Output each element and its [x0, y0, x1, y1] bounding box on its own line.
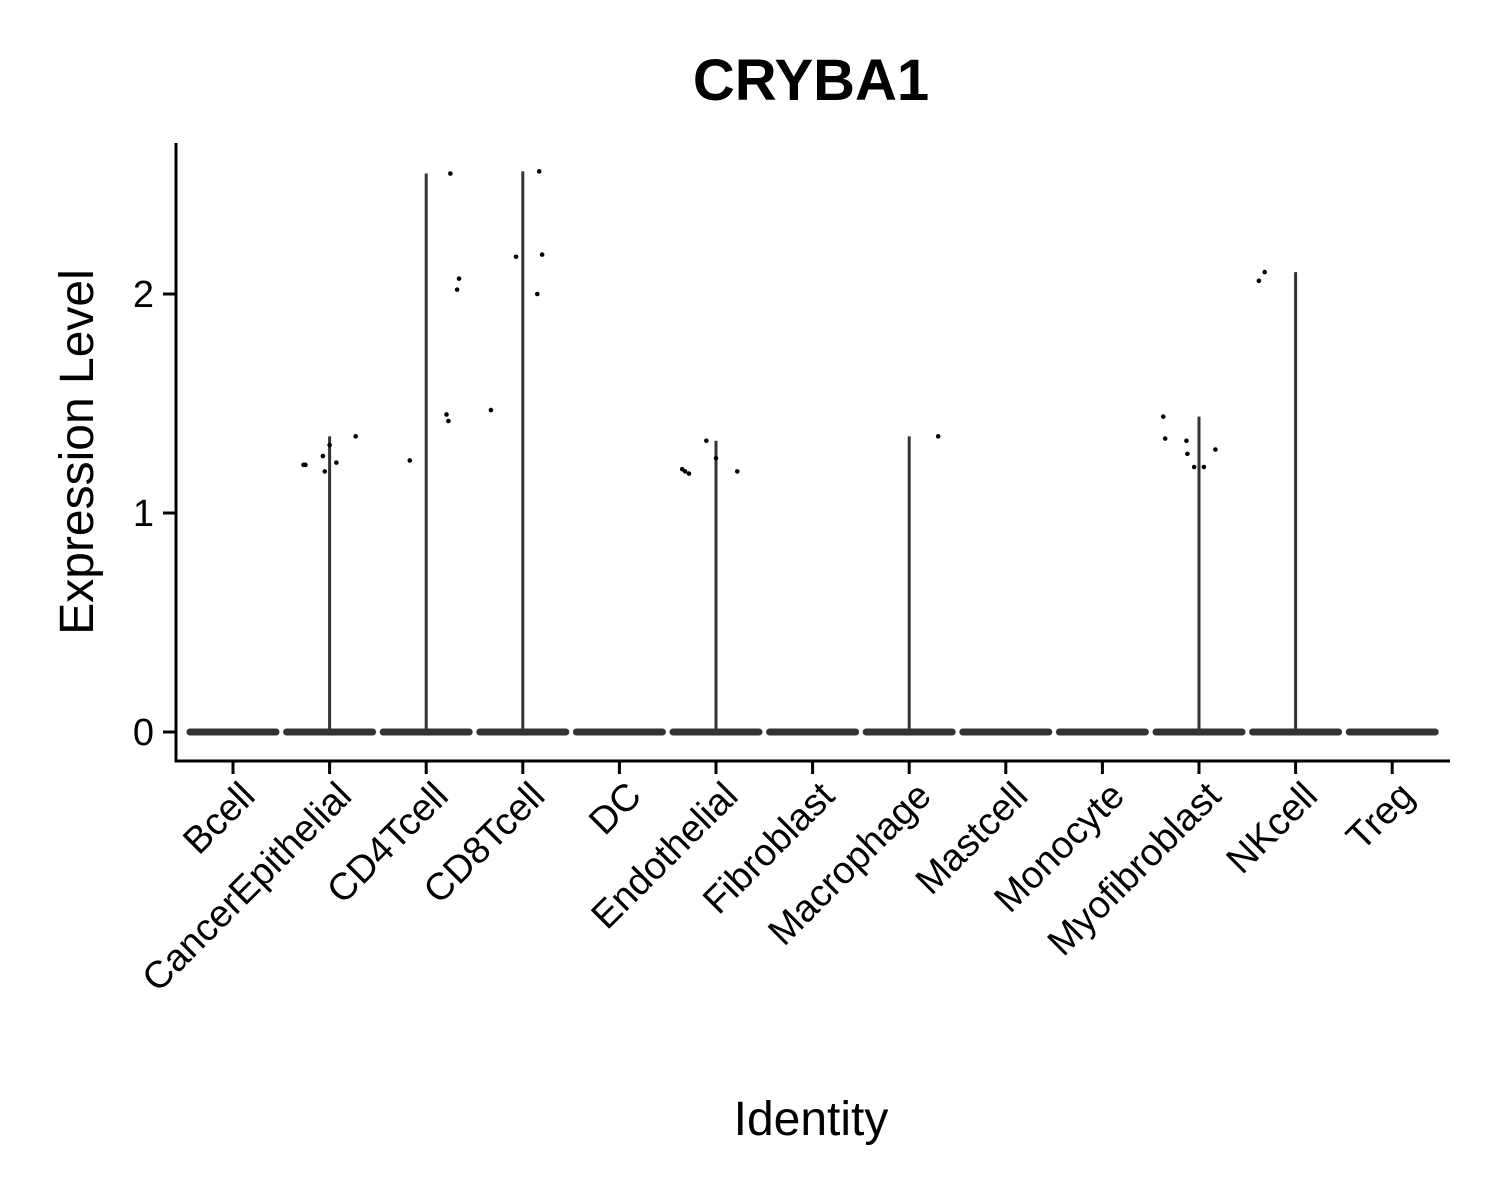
point-nkcell-1 — [1256, 278, 1262, 284]
x-tick-label-myofibroblast: Myofibroblast — [1040, 774, 1230, 964]
point-myofibroblast-6 — [1201, 464, 1207, 470]
violin-nkcell — [1249, 272, 1343, 736]
point-cd8tcell-2 — [513, 254, 519, 260]
y-tick-label-2: 2 — [133, 274, 154, 316]
y-tick-label-1: 1 — [133, 493, 154, 535]
point-cd4tcell-2 — [444, 412, 449, 417]
point-cd8tcell-3 — [534, 291, 540, 297]
violin-cd4tcell — [379, 173, 473, 736]
point-cd4tcell-4 — [448, 171, 453, 176]
point-cd8tcell-4 — [536, 169, 542, 174]
x-tick-label-treg: Treg — [1339, 775, 1423, 859]
violins-layer — [186, 171, 1439, 736]
point-nkcell-2 — [1262, 269, 1267, 275]
violin-cancerepithelial — [283, 436, 377, 736]
chart-title: CRYBA1 — [693, 48, 929, 113]
x-tick-label-nkcell: NKcell — [1219, 775, 1326, 882]
point-myofibroblast-7 — [1213, 447, 1218, 452]
point-myofibroblast-4 — [1185, 451, 1190, 457]
point-cancerepithelial-4 — [322, 469, 328, 474]
point-macrophage-1 — [935, 434, 941, 439]
violin-macrophage — [862, 436, 956, 736]
point-endothelial-2 — [682, 469, 688, 474]
point-cd4tcell-1 — [407, 458, 413, 463]
point-cancerepithelial-7 — [353, 434, 358, 439]
point-endothelial-5 — [713, 455, 719, 461]
point-cd4tcell-6 — [456, 276, 462, 281]
point-cancerepithelial-5 — [327, 442, 332, 448]
point-cd8tcell-1 — [488, 407, 494, 413]
y-tick-label-0: 0 — [133, 712, 154, 754]
x-axis-title: Identity — [734, 1093, 889, 1146]
point-cancerepithelial-6 — [334, 460, 339, 465]
point-endothelial-4 — [704, 438, 709, 444]
point-cancerepithelial-2 — [303, 462, 308, 468]
point-cancerepithelial-3 — [320, 453, 326, 459]
violin-cd8tcell — [476, 171, 570, 736]
point-endothelial-6 — [734, 469, 740, 474]
point-myofibroblast-1 — [1160, 414, 1166, 419]
point-cd8tcell-5 — [539, 252, 545, 257]
x-tick-label-bcell: Bcell — [175, 775, 263, 863]
y-axis-ticks: 0 1 2 — [133, 274, 176, 754]
point-cd4tcell-5 — [454, 287, 460, 292]
y-axis-title: Expression Level — [51, 269, 104, 635]
point-cd4tcell-3 — [446, 418, 451, 424]
point-myofibroblast-5 — [1191, 464, 1197, 470]
x-tick-label-dc: DC — [581, 775, 650, 844]
point-myofibroblast-2 — [1162, 436, 1168, 441]
violin-myofibroblast — [1152, 416, 1246, 736]
point-myofibroblast-3 — [1184, 438, 1189, 444]
point-endothelial-3 — [686, 471, 692, 476]
points-layer — [301, 169, 1267, 476]
violin-endothelial — [669, 440, 763, 736]
